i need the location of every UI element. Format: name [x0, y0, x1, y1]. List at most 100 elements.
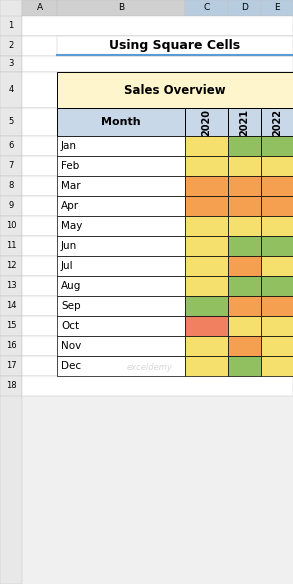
Bar [261, 356, 293, 376]
Bar [261, 196, 293, 216]
Text: Apr: Apr [61, 201, 79, 211]
Bar [185, 356, 228, 376]
Bar [228, 296, 261, 316]
Bar [185, 216, 228, 236]
Bar [0, 0, 293, 16]
Bar [22, 196, 293, 216]
Bar [0, 16, 22, 36]
Text: 12: 12 [6, 262, 16, 270]
Bar [228, 156, 261, 176]
Bar [22, 72, 293, 108]
Bar [185, 276, 228, 296]
Bar [22, 136, 293, 156]
Bar [57, 108, 185, 136]
Bar [22, 296, 293, 316]
Bar [228, 216, 261, 236]
Text: Oct: Oct [61, 321, 79, 331]
Bar [228, 316, 261, 336]
Text: Sep: Sep [61, 301, 81, 311]
Bar [185, 196, 228, 216]
Bar [22, 376, 293, 396]
Bar [57, 72, 293, 108]
Text: 1: 1 [8, 22, 14, 30]
Bar [228, 196, 261, 216]
Bar [57, 336, 185, 356]
Bar [185, 136, 228, 156]
Bar [261, 316, 293, 336]
Text: Jan: Jan [61, 141, 77, 151]
Bar [185, 316, 228, 336]
Text: A: A [36, 4, 42, 12]
Bar [0, 256, 22, 276]
Text: 16: 16 [6, 342, 16, 350]
Text: 9: 9 [8, 201, 14, 210]
Bar [22, 36, 293, 56]
Text: Feb: Feb [61, 161, 79, 171]
Bar [185, 296, 228, 316]
Text: E: E [274, 4, 280, 12]
Bar [0, 72, 22, 108]
Text: 18: 18 [6, 381, 16, 391]
Text: Jun: Jun [61, 241, 77, 251]
Bar [0, 236, 22, 256]
Text: Jul: Jul [61, 261, 74, 271]
Bar [22, 216, 293, 236]
Text: exceldemy: exceldemy [127, 363, 173, 373]
Bar [261, 276, 293, 296]
Text: 3: 3 [8, 60, 14, 68]
Text: 13: 13 [6, 281, 16, 290]
Text: 15: 15 [6, 322, 16, 331]
Bar [0, 176, 22, 196]
Text: Dec: Dec [61, 361, 81, 371]
Bar [22, 16, 293, 36]
Bar [22, 256, 293, 276]
Text: Using Square Cells: Using Square Cells [110, 40, 241, 53]
Bar [261, 296, 293, 316]
Bar [57, 216, 185, 236]
Bar [228, 336, 261, 356]
Text: Mar: Mar [61, 181, 81, 191]
Bar [22, 316, 293, 336]
Bar [22, 276, 293, 296]
Bar [261, 256, 293, 276]
Bar [57, 236, 185, 256]
Text: 2020: 2020 [202, 109, 212, 135]
Text: D: D [241, 4, 248, 12]
Bar [228, 256, 261, 276]
Text: 11: 11 [6, 242, 16, 251]
Bar [261, 216, 293, 236]
Bar [0, 136, 22, 156]
Bar [228, 236, 261, 256]
Bar [228, 176, 261, 196]
Text: 4: 4 [8, 85, 14, 95]
Bar [57, 256, 185, 276]
Text: 7: 7 [8, 162, 14, 171]
Text: Month: Month [101, 117, 141, 127]
Bar [22, 336, 293, 356]
Bar [228, 0, 261, 16]
Text: May: May [61, 221, 82, 231]
Text: C: C [203, 4, 209, 12]
Bar [57, 176, 185, 196]
Text: Sales Overview: Sales Overview [124, 84, 226, 96]
Bar [228, 276, 261, 296]
Text: 8: 8 [8, 182, 14, 190]
Bar [228, 136, 261, 156]
Bar [261, 336, 293, 356]
Text: 2022: 2022 [272, 109, 282, 135]
Bar [0, 156, 22, 176]
Bar [185, 176, 228, 196]
Bar [0, 36, 22, 56]
Bar [261, 0, 293, 16]
Text: 2021: 2021 [239, 109, 250, 135]
Bar [22, 356, 293, 376]
Bar [0, 196, 22, 216]
Bar [22, 236, 293, 256]
Bar [185, 336, 228, 356]
Bar [185, 256, 228, 276]
Bar [22, 0, 57, 16]
Bar [0, 216, 22, 236]
Bar [261, 176, 293, 196]
Bar [0, 316, 22, 336]
Bar [185, 156, 228, 176]
